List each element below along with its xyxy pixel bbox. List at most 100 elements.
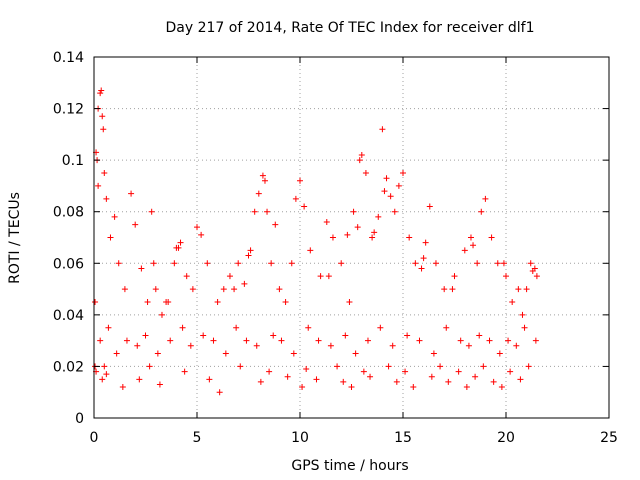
data-point xyxy=(98,87,105,94)
data-point xyxy=(457,337,464,344)
data-point xyxy=(307,247,314,254)
data-point xyxy=(455,368,462,375)
data-point xyxy=(154,350,161,357)
data-point xyxy=(503,273,509,280)
data-point xyxy=(472,373,479,380)
x-tick-label: 0 xyxy=(90,430,99,446)
data-point xyxy=(486,337,493,344)
data-point xyxy=(500,260,507,267)
data-point xyxy=(426,203,433,210)
data-point xyxy=(344,231,351,238)
data-point xyxy=(177,239,184,246)
data-point xyxy=(103,371,110,378)
data-point xyxy=(138,265,145,272)
data-point xyxy=(158,311,165,318)
data-point xyxy=(200,332,207,339)
data-point xyxy=(478,208,485,215)
data-point xyxy=(152,286,159,293)
data-point xyxy=(105,324,112,331)
chart-title: Day 217 of 2014, Rate Of TEC Index for r… xyxy=(166,20,535,36)
data-point xyxy=(95,182,102,189)
data-point xyxy=(367,373,374,380)
data-point xyxy=(99,113,106,120)
data-point xyxy=(247,247,254,254)
data-point xyxy=(220,286,227,293)
data-point xyxy=(119,384,126,391)
y-axis-label: ROTI / TECUs xyxy=(7,192,23,284)
data-point xyxy=(146,363,153,370)
data-point xyxy=(463,384,470,391)
data-point xyxy=(488,234,495,241)
data-point xyxy=(233,324,240,331)
data-point xyxy=(253,342,260,349)
data-point xyxy=(381,188,388,195)
data-point xyxy=(428,373,435,380)
data-point xyxy=(299,384,306,391)
data-point xyxy=(338,260,345,267)
data-point xyxy=(235,260,242,267)
data-point xyxy=(476,332,483,339)
data-point xyxy=(437,363,444,370)
data-point xyxy=(156,381,163,388)
data-point xyxy=(210,337,217,344)
data-point xyxy=(346,298,353,305)
data-point xyxy=(282,298,289,305)
data-point xyxy=(142,332,149,339)
data-point xyxy=(482,195,489,202)
data-point xyxy=(362,170,369,177)
data-point xyxy=(97,337,104,344)
data-point xyxy=(441,286,448,293)
data-point xyxy=(445,378,452,385)
data-point xyxy=(509,298,516,305)
data-point xyxy=(533,273,540,280)
data-point xyxy=(470,242,477,249)
data-point xyxy=(422,239,429,246)
data-point xyxy=(517,376,524,383)
x-axis-label: GPS time / hours xyxy=(291,458,408,474)
data-point xyxy=(315,337,322,344)
data-points xyxy=(92,87,540,396)
data-point xyxy=(284,373,291,380)
data-point xyxy=(513,342,520,349)
data-point xyxy=(222,350,229,357)
data-point xyxy=(278,337,285,344)
data-point xyxy=(430,350,437,357)
data-point xyxy=(354,224,361,231)
x-tick-label: 25 xyxy=(600,430,618,446)
data-point xyxy=(325,273,332,280)
data-point xyxy=(371,229,378,236)
data-point xyxy=(261,177,268,184)
plot-frame xyxy=(93,56,610,419)
data-point xyxy=(181,368,188,375)
data-point xyxy=(216,389,223,396)
data-point xyxy=(297,177,303,184)
data-point xyxy=(395,182,402,189)
data-point xyxy=(171,260,178,267)
data-point xyxy=(243,337,250,344)
data-point xyxy=(226,273,233,280)
y-tick-label: 0.02 xyxy=(53,359,84,375)
grid-layer xyxy=(94,57,609,418)
data-point xyxy=(507,368,514,375)
data-point xyxy=(412,260,419,267)
data-point xyxy=(391,208,398,215)
data-point xyxy=(268,260,275,267)
data-point xyxy=(251,208,258,215)
data-point xyxy=(148,208,155,215)
x-tick-label: 10 xyxy=(291,430,309,446)
data-point xyxy=(132,221,139,228)
data-point xyxy=(352,350,359,357)
data-point xyxy=(377,324,384,331)
data-point xyxy=(290,350,297,357)
data-point xyxy=(276,286,283,293)
data-point xyxy=(418,265,425,272)
data-point xyxy=(385,363,392,370)
data-point xyxy=(348,384,355,391)
data-point xyxy=(364,337,371,344)
data-point xyxy=(505,337,512,344)
data-point xyxy=(198,231,205,238)
data-point xyxy=(340,378,347,385)
data-point xyxy=(241,280,248,287)
y-tick-label: 0.1 xyxy=(62,153,84,169)
